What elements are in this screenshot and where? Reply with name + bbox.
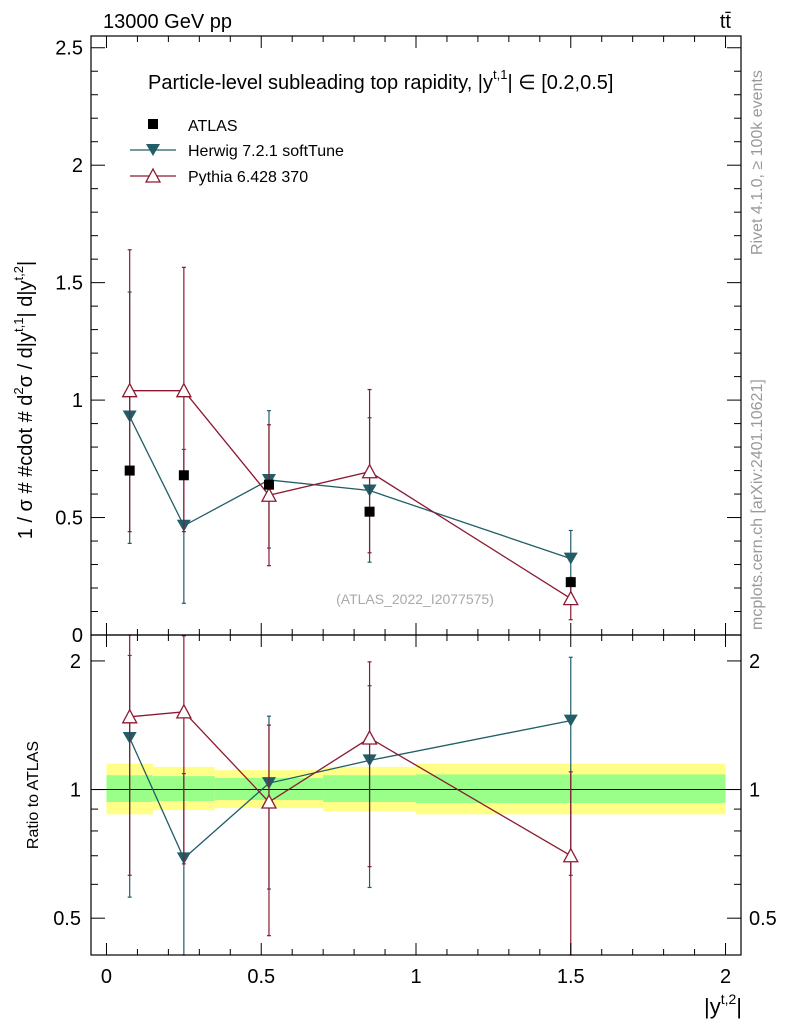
pythia-point-0 [121,382,138,398]
legend-label-pythia: Pythia 6.428 370 [188,169,308,186]
x-tick-label: 0 [101,966,112,988]
atlas-point-2 [263,479,274,490]
legend-item-herwig: Herwig 7.2.1 softTune [130,143,344,160]
atlas-point-1 [178,470,189,481]
legend-item-pythia: Pythia 6.428 370 [130,167,308,186]
legend-marker-pythia [144,167,162,183]
process-label: tt̄ [720,11,732,33]
atlas-point-3 [364,506,375,517]
ratio-plot-marks [121,634,579,956]
pythia-ratio-point-2 [260,793,278,809]
main-y-tick-label: 2 [72,155,83,177]
pythia-ratio-point-0 [121,708,138,724]
pythia-point-3 [361,463,378,479]
ratio-ylabel: Ratio to ATLAS [25,741,42,849]
ratio-y-tick-label: 2 [70,651,81,673]
ratio-y-tick-label-right: 2 [749,651,760,673]
pythia-point-1 [175,382,192,398]
legend-marker-herwig [146,144,160,156]
pythia-ratio-point-4 [562,847,579,863]
herwig-ratio-point-4 [563,714,578,727]
energy-label: 13000 GeV pp [103,11,232,33]
analysis-watermark: (ATLAS_2022_I2077575) [336,591,494,607]
ratio-y-tick-label-right: 0.5 [749,908,777,930]
legend-label-herwig: Herwig 7.2.1 softTune [188,143,344,160]
main-y-tick-label: 1.5 [55,273,83,295]
rivet-label: Rivet 4.1.0, ≥ 100k events [749,70,766,255]
ratio-uncertainty-bands [106,763,726,815]
x-tick-label: 0.5 [247,966,275,988]
legend-marker-atlas [148,119,158,129]
ratio-y-tick-label: 1 [70,780,81,802]
chart-title: Particle-level subleading top rapidity, … [148,67,613,94]
pythia-point-4 [562,590,579,606]
ratio-y-tick-label: 0.5 [53,908,81,930]
x-tick-label: 1.5 [557,966,585,988]
main-ylabel: 1 / σ # #cdot # d2σ / d|yt,1| d|yt,2| [11,261,37,539]
main-y-tick-label: 0.5 [55,508,83,530]
atlas-point-4 [565,577,576,588]
legend-label-atlas: ATLAS [188,118,238,135]
main-y-tick-label: 1 [72,390,83,412]
xlabel: |yt,2| [704,991,742,1019]
main-plot-marks [121,249,579,621]
pythia-point-2 [260,486,278,502]
pythia-ratio-point-3 [361,729,378,745]
ratio-y-tick-label-right: 1 [749,780,760,802]
x-tick-label: 2 [720,966,731,988]
main-y-tick-label: 0 [72,625,83,647]
main-y-tick-label: 2.5 [55,38,83,60]
x-tick-label: 1 [410,966,421,988]
pythia-ratio-point-1 [175,703,192,719]
herwig-point-4 [563,552,578,565]
legend-item-atlas: ATLAS [148,118,238,135]
legend: ATLAS Herwig 7.2.1 softTune Pythia 6.428… [130,118,344,186]
atlas-point-0 [124,465,135,476]
herwig-line [129,416,571,560]
axes-frames: 0 0.5 1 1.5 2 0 0.5 1 1.5 2 2.5 0.5 0.5 1 1 2 2 [53,35,777,988]
pythia-line [129,390,572,600]
mcplots-label: mcplots.cern.ch [arXiv:2401.10621] [749,379,766,630]
